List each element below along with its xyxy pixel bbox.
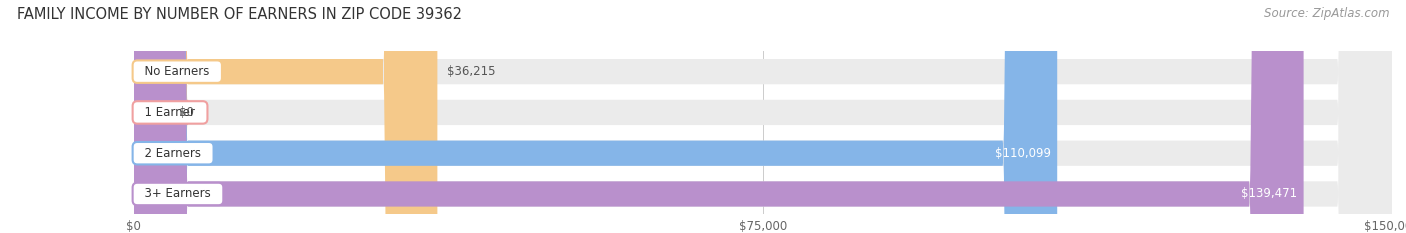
Text: $139,471: $139,471 bbox=[1241, 188, 1298, 200]
Text: Source: ZipAtlas.com: Source: ZipAtlas.com bbox=[1264, 7, 1389, 20]
FancyBboxPatch shape bbox=[134, 0, 1057, 233]
Text: $36,215: $36,215 bbox=[447, 65, 496, 78]
Text: 3+ Earners: 3+ Earners bbox=[138, 188, 218, 200]
FancyBboxPatch shape bbox=[134, 0, 437, 233]
Text: $0: $0 bbox=[179, 106, 194, 119]
FancyBboxPatch shape bbox=[134, 0, 1392, 233]
Text: $110,099: $110,099 bbox=[995, 147, 1050, 160]
FancyBboxPatch shape bbox=[134, 0, 1392, 233]
FancyBboxPatch shape bbox=[134, 0, 1303, 233]
FancyBboxPatch shape bbox=[134, 0, 1392, 233]
FancyBboxPatch shape bbox=[114, 0, 188, 233]
FancyBboxPatch shape bbox=[134, 0, 1392, 233]
Text: FAMILY INCOME BY NUMBER OF EARNERS IN ZIP CODE 39362: FAMILY INCOME BY NUMBER OF EARNERS IN ZI… bbox=[17, 7, 463, 22]
Text: 2 Earners: 2 Earners bbox=[138, 147, 209, 160]
Text: 1 Earner: 1 Earner bbox=[138, 106, 202, 119]
Text: No Earners: No Earners bbox=[138, 65, 217, 78]
